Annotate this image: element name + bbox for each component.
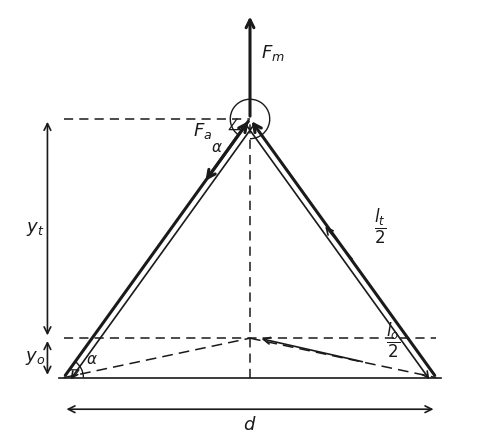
Text: $F_a$: $F_a$ [193,121,212,141]
Text: $y_t$: $y_t$ [26,220,44,238]
Text: $\alpha$: $\alpha$ [211,140,223,155]
Text: $\dfrac{l_o}{2}$: $\dfrac{l_o}{2}$ [386,321,400,360]
Text: $d$: $d$ [243,416,257,433]
Text: $\alpha$: $\alpha$ [86,352,98,367]
Text: $\dfrac{l_t}{2}$: $\dfrac{l_t}{2}$ [374,207,386,246]
Text: $F_m$: $F_m$ [261,43,285,63]
Text: $y_o$: $y_o$ [25,349,46,367]
